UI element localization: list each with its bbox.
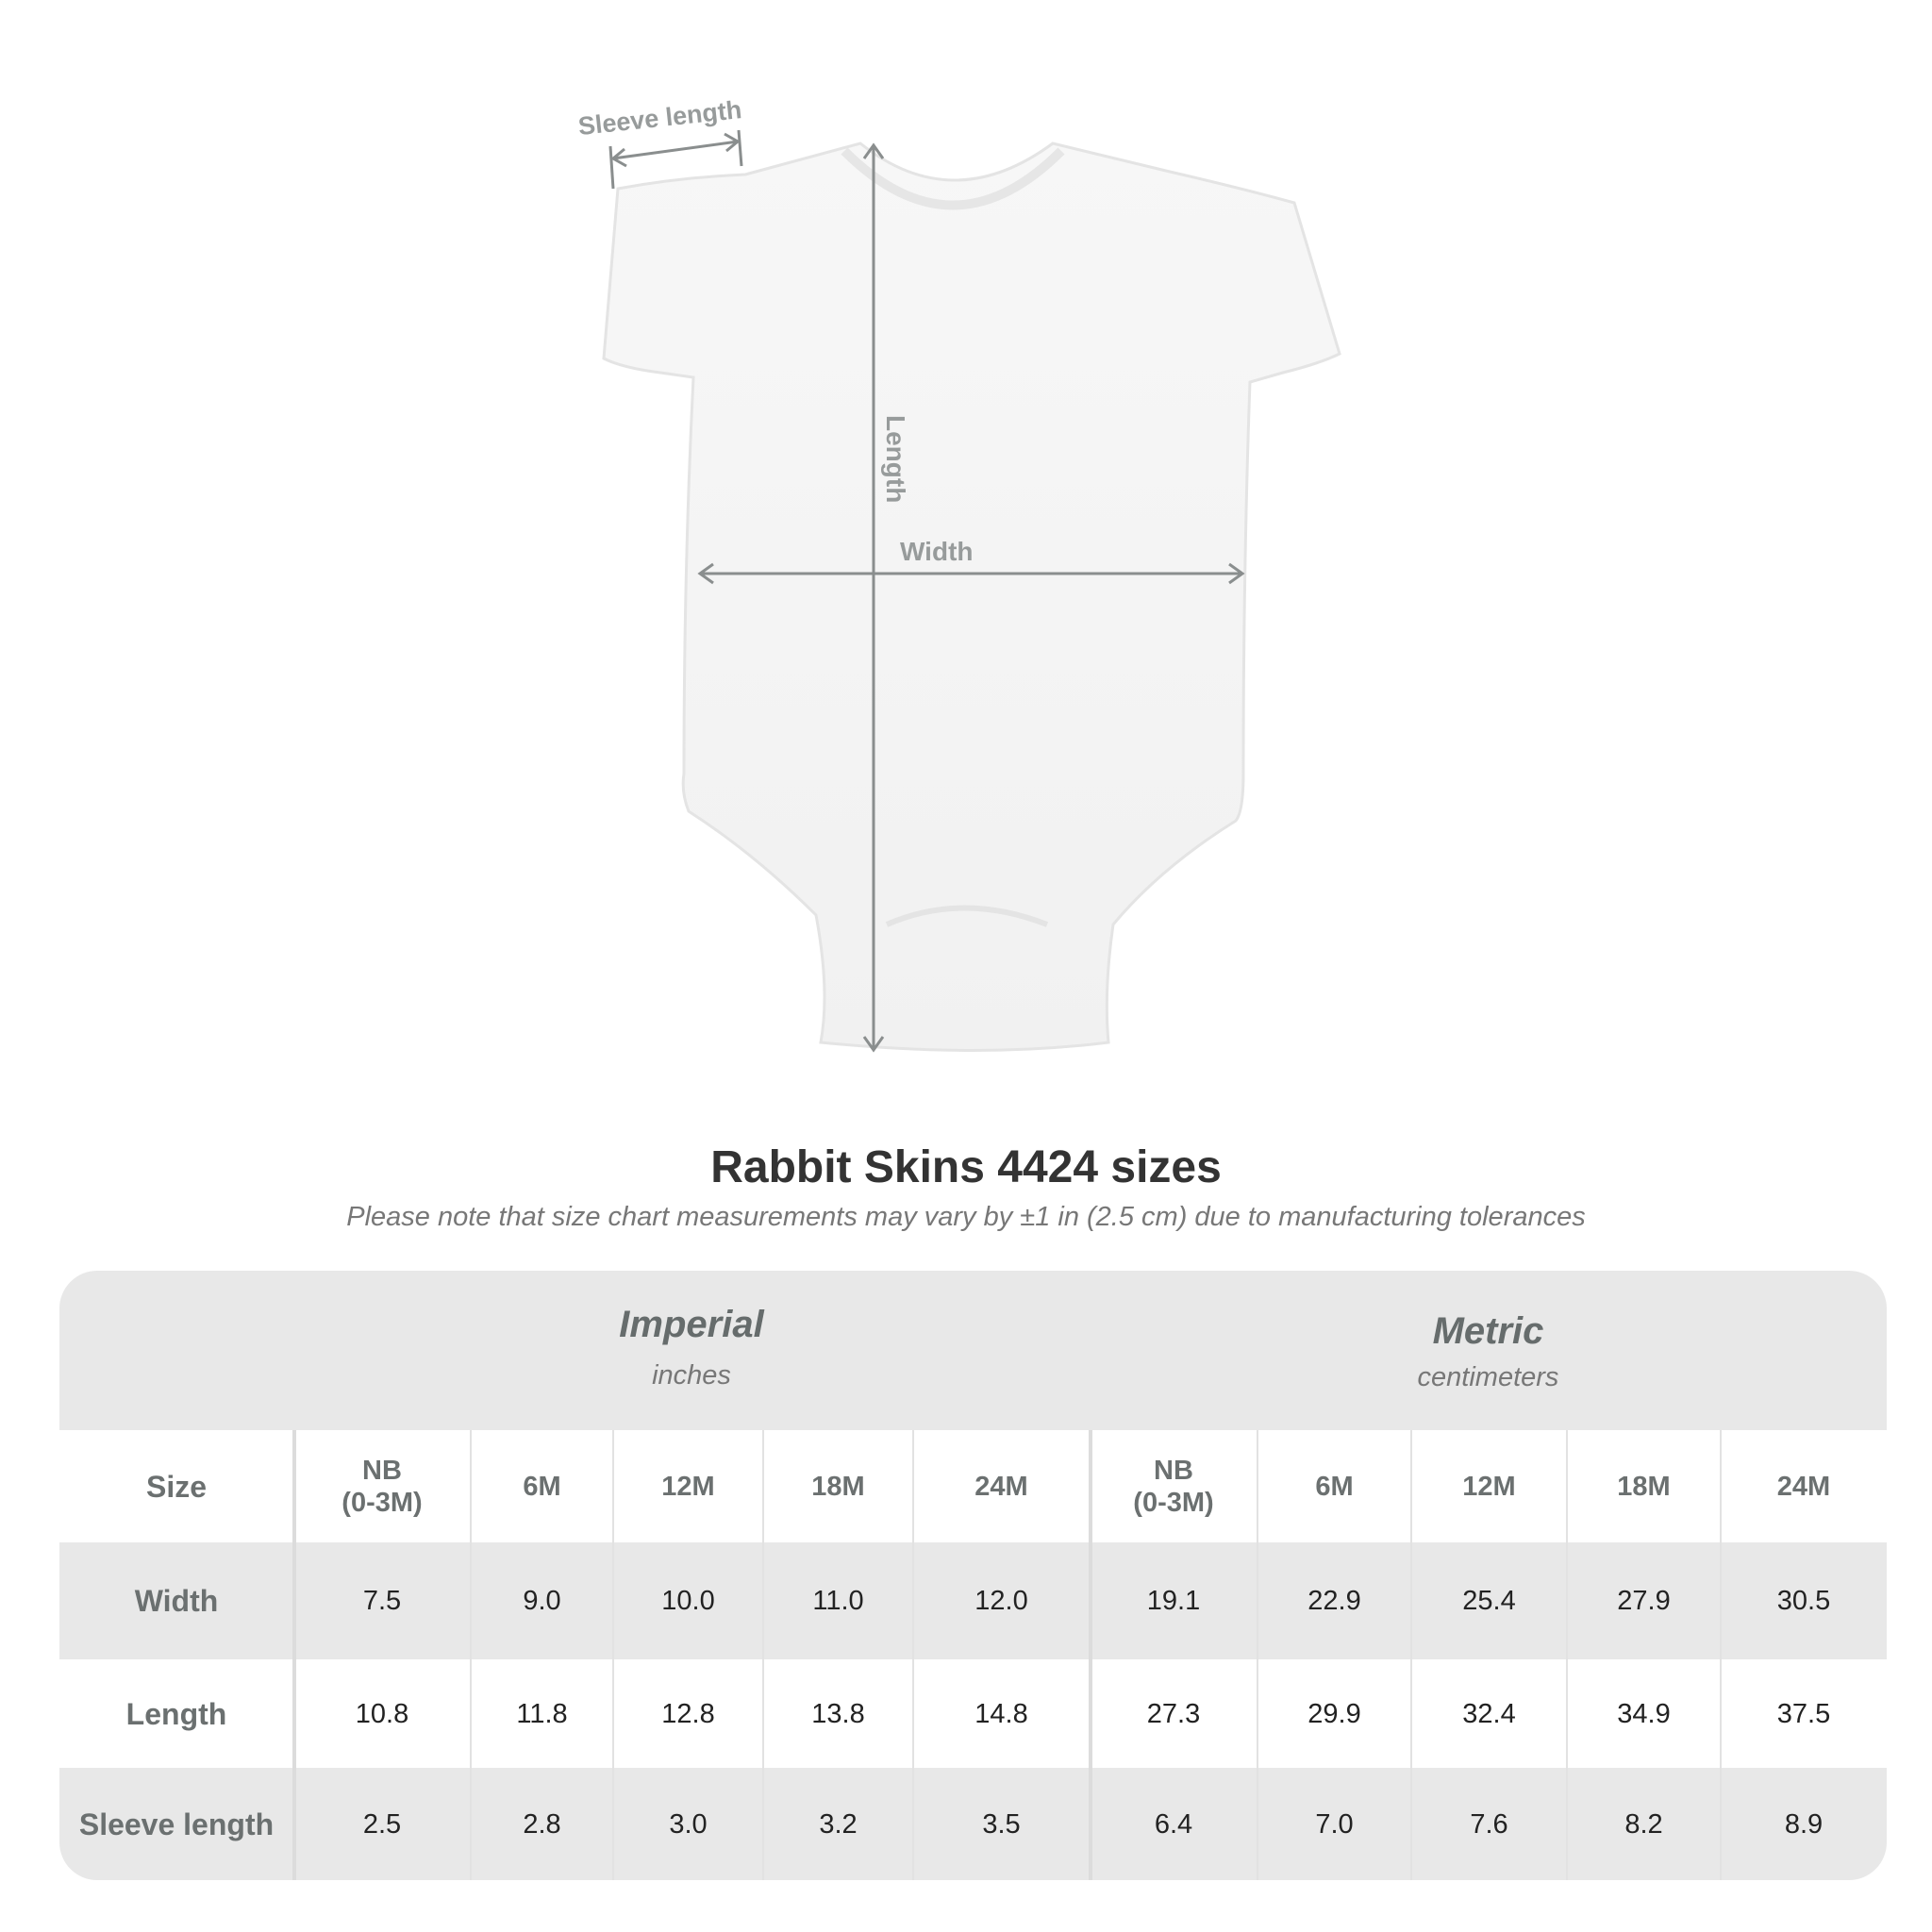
- onesie-garment: [602, 142, 1341, 1052]
- size-column-header: NB (0-3M): [1133, 1455, 1214, 1518]
- table-cell: 29.9: [1307, 1698, 1361, 1729]
- table-cell: 14.8: [974, 1698, 1028, 1729]
- column-divider: [762, 1430, 764, 1880]
- table-cell: 32.4: [1462, 1698, 1516, 1729]
- crotch-snap: [885, 905, 1049, 927]
- table-cell: 11.0: [812, 1586, 864, 1616]
- table-cell: 12.8: [661, 1698, 715, 1729]
- table-cell: 3.2: [819, 1808, 858, 1840]
- column-divider: [912, 1430, 914, 1880]
- table-cell: 12.0: [974, 1586, 1028, 1616]
- size-column-header: 24M: [1776, 1471, 1831, 1502]
- group-unit: centimeters: [1417, 1362, 1559, 1392]
- width-label: Width: [900, 537, 974, 566]
- table-cell: 11.8: [516, 1698, 568, 1729]
- size-column-header: 18M: [1617, 1471, 1671, 1502]
- table-cell: 2.8: [523, 1808, 561, 1840]
- group-name: Imperial: [619, 1304, 764, 1345]
- sleeve-length-label: Sleeve length: [576, 95, 742, 141]
- table-cell: 22.9: [1307, 1586, 1361, 1616]
- size-column-header: 6M: [523, 1471, 561, 1502]
- group-unit: inches: [652, 1360, 731, 1391]
- column-divider: [1566, 1430, 1568, 1880]
- row-label: Length: [125, 1696, 227, 1731]
- size-header: Size: [145, 1469, 208, 1504]
- table-cell: 7.0: [1315, 1808, 1354, 1840]
- size-column-header: 24M: [974, 1471, 1028, 1502]
- table-cell: 19.1: [1146, 1586, 1201, 1616]
- column-divider: [1720, 1430, 1722, 1880]
- row-label: Sleeve length: [78, 1807, 275, 1841]
- table-cell: 9.0: [523, 1586, 561, 1616]
- table-cell: 8.9: [1784, 1808, 1824, 1840]
- table-cell: 7.5: [362, 1586, 402, 1616]
- table-cell: 6.4: [1154, 1808, 1193, 1840]
- sleeve-length-arrow: [608, 129, 743, 190]
- group-name: Metric: [1432, 1310, 1544, 1352]
- width-arrow: [697, 562, 1245, 585]
- onesie-measurement-diagram: Sleeve length Length Width: [576, 95, 1341, 1053]
- size-column-header: 12M: [1462, 1471, 1516, 1502]
- column-divider: [470, 1430, 472, 1880]
- table-cell: 25.4: [1462, 1586, 1516, 1616]
- row-band-width: [59, 1542, 1887, 1659]
- table-cell: 10.0: [661, 1586, 715, 1616]
- size-column-header: 6M: [1315, 1471, 1354, 1502]
- size-column-header: 12M: [661, 1471, 715, 1502]
- size-column-header: NB (0-3M): [341, 1455, 423, 1518]
- table-cell: 3.0: [669, 1808, 708, 1840]
- table-cell: 8.2: [1624, 1808, 1663, 1840]
- size-column-header: 18M: [811, 1471, 865, 1502]
- group-imperial: Imperial inches: [293, 1271, 1090, 1430]
- table-cell: 27.3: [1146, 1698, 1201, 1729]
- table-cell: 10.8: [355, 1698, 409, 1729]
- length-label: Length: [881, 415, 910, 503]
- column-divider: [292, 1430, 296, 1880]
- table-cell: 3.5: [982, 1808, 1021, 1840]
- table-cell: 34.9: [1617, 1698, 1671, 1729]
- table-cell: 7.6: [1470, 1808, 1508, 1840]
- page-title: Rabbit Skins 4424 sizes: [710, 1142, 1222, 1192]
- table-cell: 37.5: [1776, 1698, 1831, 1729]
- row-label: Width: [134, 1584, 219, 1618]
- size-table: Imperial inches Metric centimeters Size N…: [59, 1271, 1887, 1880]
- column-divider: [612, 1430, 614, 1880]
- column-divider: [1089, 1430, 1092, 1880]
- header-band: [59, 1271, 1887, 1430]
- table-cell: 27.9: [1617, 1586, 1671, 1616]
- length-arrow: [862, 142, 885, 1053]
- column-divider: [1410, 1430, 1412, 1880]
- column-divider: [1257, 1430, 1258, 1880]
- tolerance-note: Please note that size chart measurements…: [346, 1202, 1586, 1232]
- row-band-sleeve: [59, 1768, 1887, 1880]
- table-cell: 30.5: [1776, 1586, 1831, 1616]
- table-cell: 13.8: [811, 1698, 865, 1729]
- group-metric: Metric centimeters: [1090, 1271, 1887, 1430]
- table-cell: 2.5: [362, 1808, 402, 1840]
